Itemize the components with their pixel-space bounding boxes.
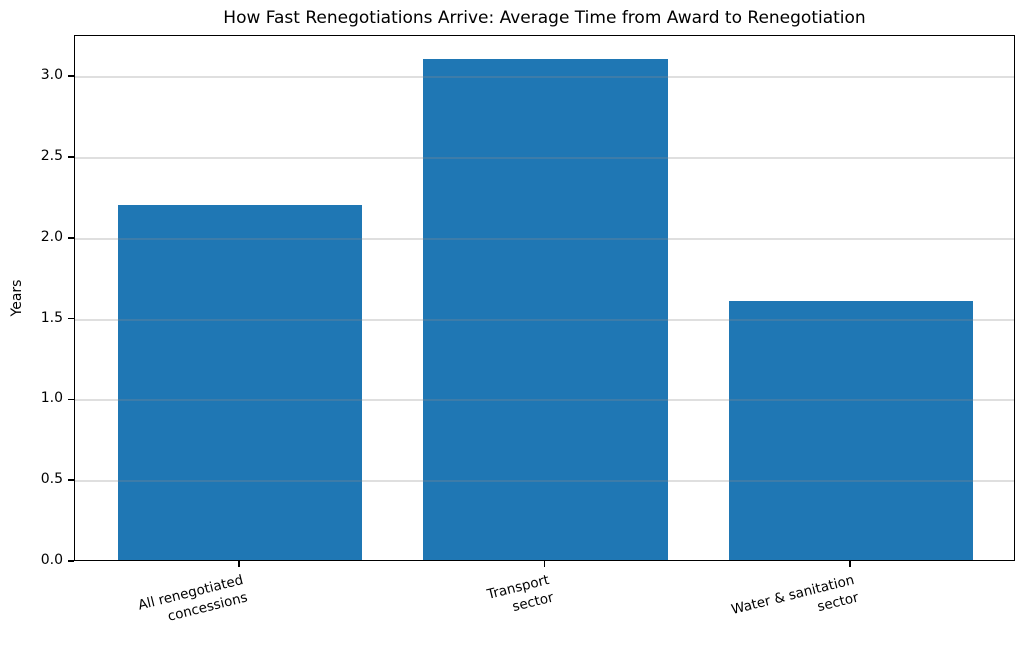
chart-title: How Fast Renegotiations Arrive: Average …	[223, 8, 866, 28]
ytick-mark-2	[68, 237, 74, 239]
bar-2	[728, 301, 974, 560]
ytick-mark-3	[68, 75, 74, 77]
ytick-mark-0	[68, 560, 74, 562]
ytick-label-2: 2.0	[40, 228, 63, 245]
xtick-label-2: Water & sanitation sector	[729, 572, 861, 619]
ytick-mark-1	[68, 398, 74, 401]
xtick-mark-0	[238, 561, 240, 567]
xtick-label-1: Transport sector	[485, 572, 555, 615]
xtick-mark-2	[849, 561, 851, 567]
ytick-mark-1.5	[68, 317, 74, 320]
ytick-label-1.5: 1.5	[40, 309, 63, 326]
bar-1	[423, 59, 668, 560]
ytick-label-2.5: 2.5	[40, 148, 63, 164]
ytick-label-0: 0.0	[40, 552, 63, 568]
ytick-label-0.5: 0.5	[40, 471, 63, 488]
bar-0	[117, 204, 363, 560]
plot-area	[74, 35, 1015, 561]
ytick-label-3: 3.0	[40, 67, 63, 84]
ytick-mark-2.5	[68, 156, 74, 158]
xtick-mark-1	[543, 561, 546, 567]
xtick-label-0: All renegotiated concessions	[136, 572, 250, 625]
ytick-label-1: 1.0	[40, 390, 63, 407]
ytick-mark-0.5	[68, 479, 74, 481]
